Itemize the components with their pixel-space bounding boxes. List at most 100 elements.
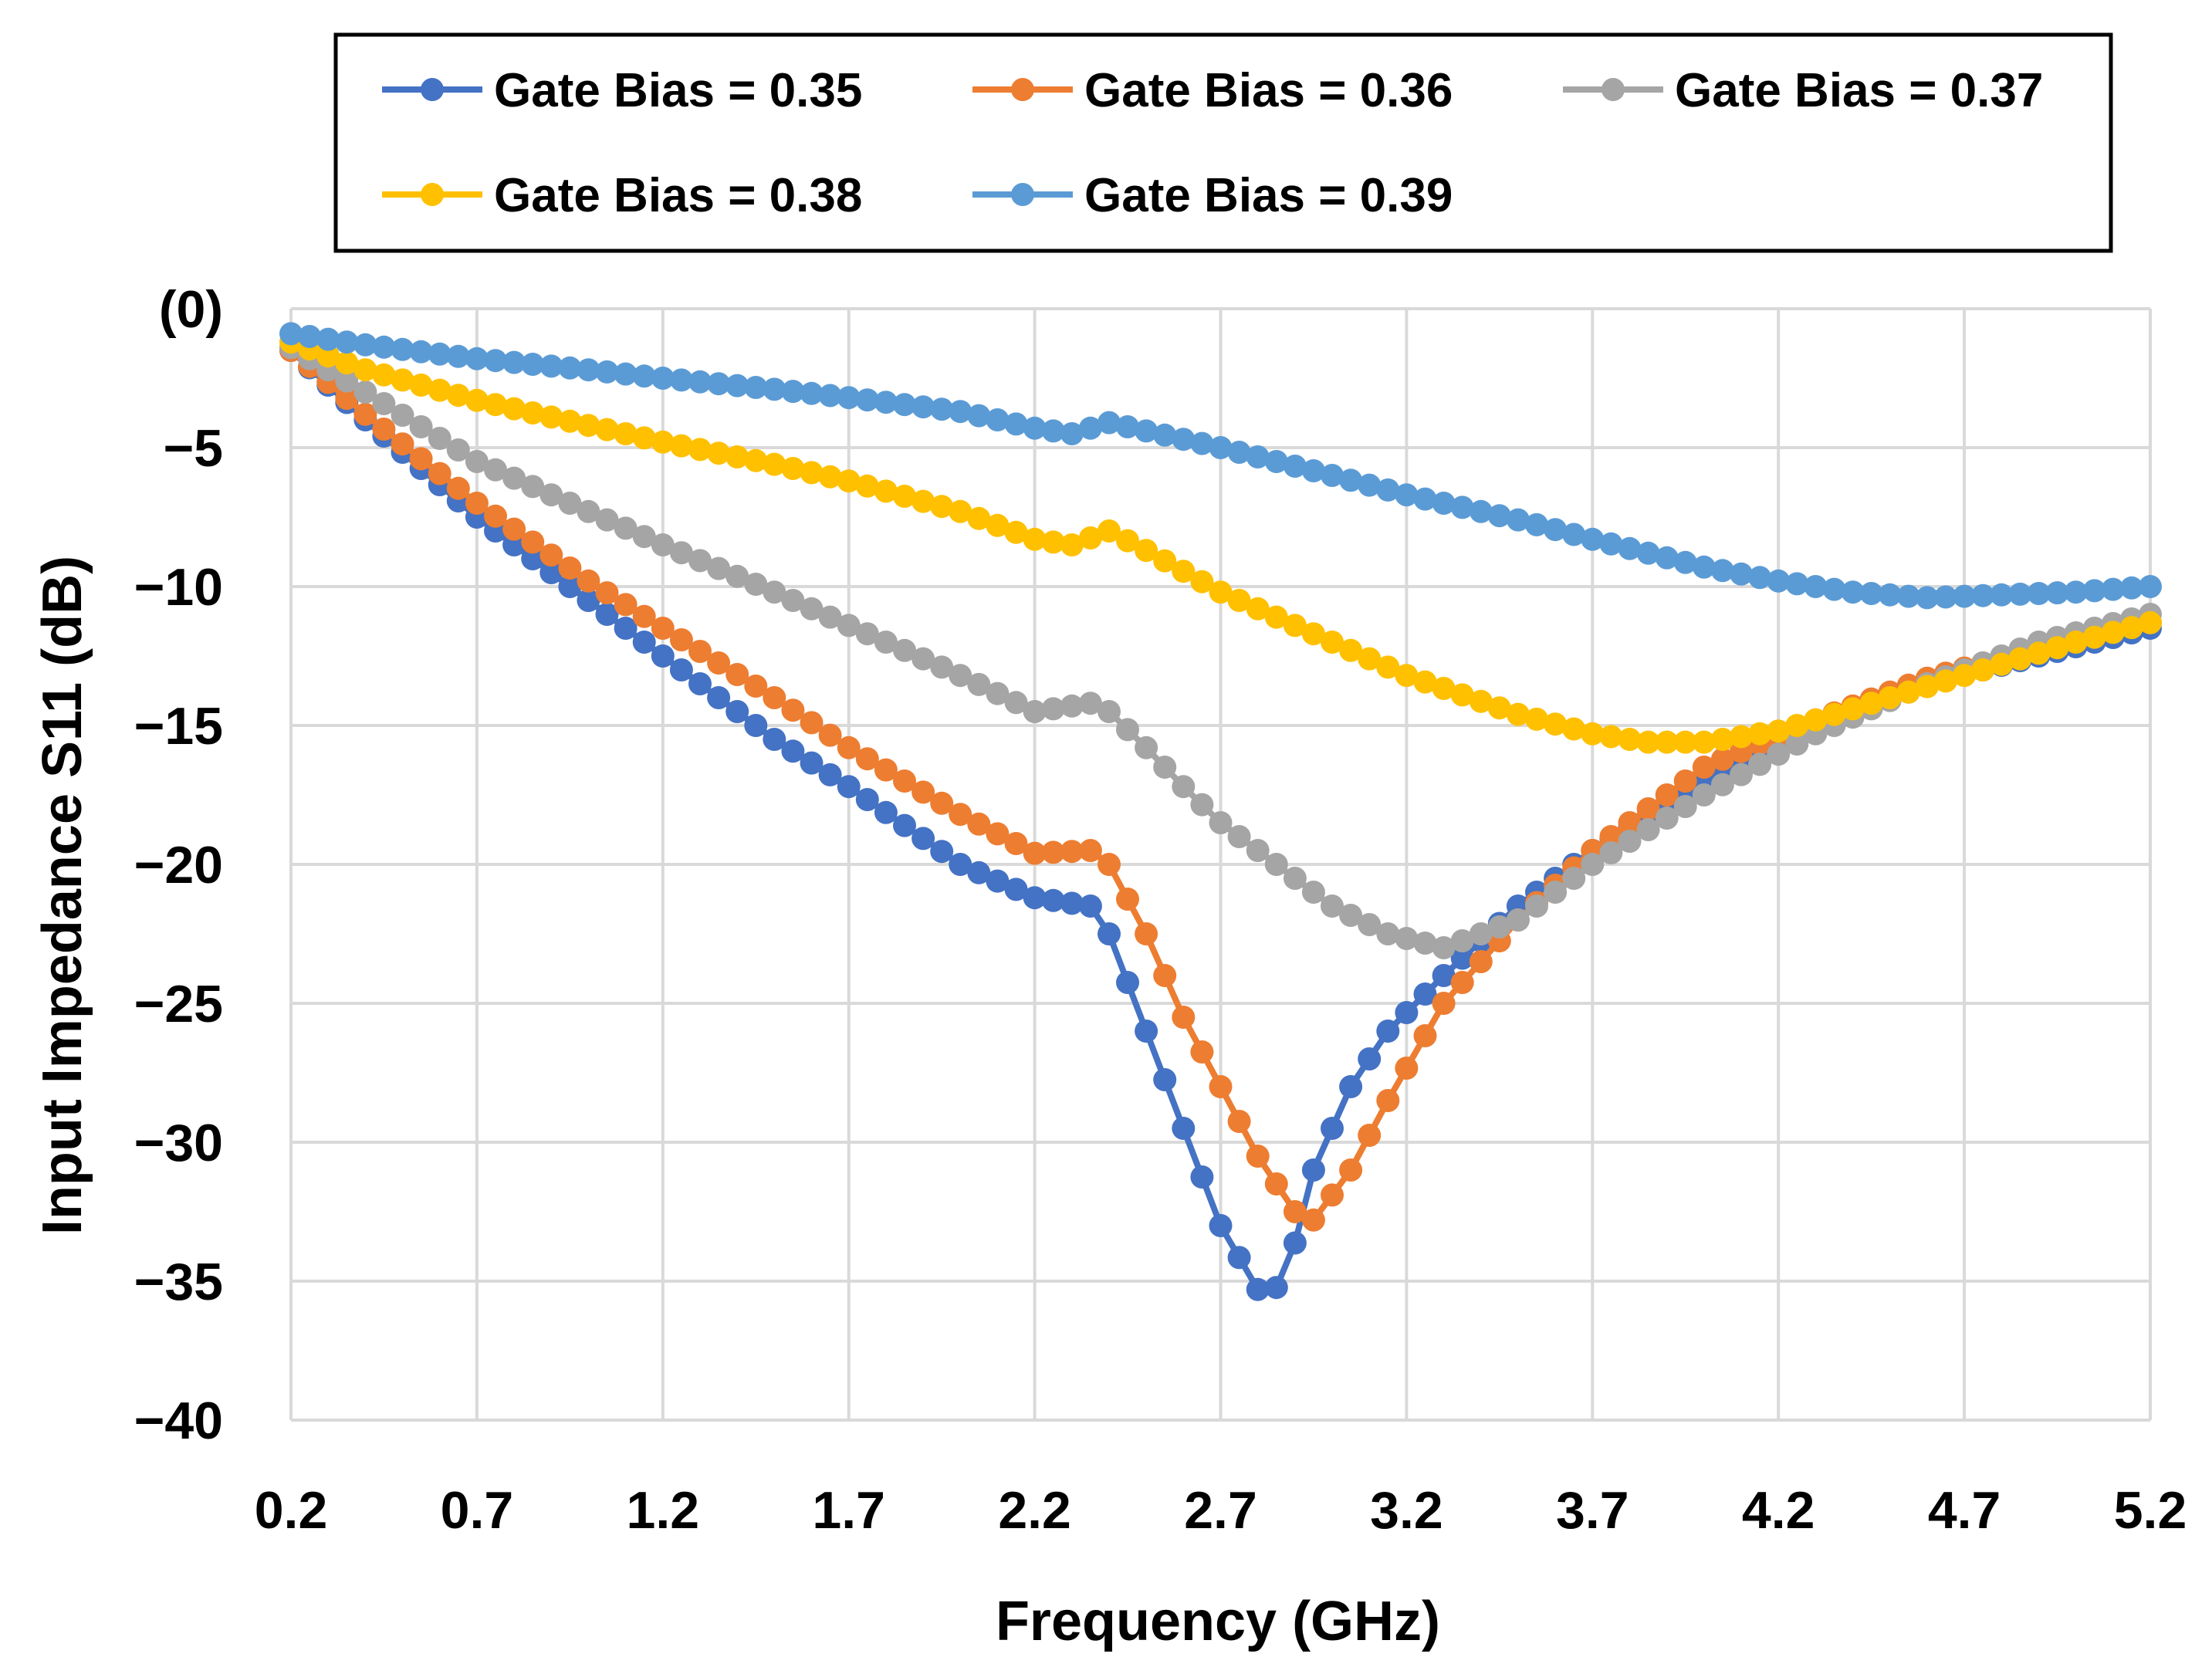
data-point — [781, 380, 805, 404]
data-point — [1710, 728, 1734, 751]
data-point — [744, 448, 768, 472]
data-point — [930, 495, 954, 519]
data-point — [1413, 932, 1437, 955]
legend-item-3[interactable]: Gate Bias = 0.38 — [382, 169, 862, 222]
data-point — [353, 380, 377, 404]
data-point — [1209, 811, 1233, 834]
data-point — [1767, 719, 1791, 743]
data-point — [763, 580, 786, 604]
data-point — [1358, 473, 1382, 497]
data-point — [353, 358, 377, 382]
data-point — [1376, 655, 1400, 679]
data-point — [1710, 559, 1734, 583]
data-point — [1562, 717, 1586, 741]
data-point — [1710, 773, 1734, 796]
data-point — [502, 466, 526, 490]
data-point — [1655, 730, 1679, 754]
data-point — [1339, 904, 1363, 927]
data-point — [1041, 840, 1065, 864]
data-point — [1525, 512, 1548, 536]
data-point — [1785, 732, 1809, 756]
data-point — [930, 655, 954, 679]
data-point — [2064, 580, 2088, 604]
legend-item-2[interactable]: Gate Bias = 0.37 — [1563, 64, 2043, 117]
data-point — [949, 853, 972, 876]
data-point — [986, 513, 1010, 537]
data-point — [1078, 839, 1102, 862]
y-tick-label: −25 — [134, 975, 223, 1033]
data-point — [1264, 1276, 1288, 1300]
data-point — [949, 499, 972, 523]
data-point — [1692, 783, 1716, 807]
data-point — [409, 374, 433, 397]
data-point — [986, 408, 1010, 431]
data-point — [967, 404, 991, 428]
data-point — [1283, 1231, 1307, 1255]
data-point — [1525, 707, 1548, 731]
data-point — [688, 672, 712, 695]
data-point — [1636, 818, 1660, 841]
data-point — [465, 450, 489, 473]
data-point — [1525, 894, 1548, 918]
data-point — [651, 367, 675, 390]
legend-item-0[interactable]: Gate Bias = 0.35 — [382, 64, 862, 117]
data-point — [874, 391, 898, 414]
data-point — [744, 714, 768, 737]
data-point — [335, 369, 359, 393]
data-point — [1004, 412, 1028, 436]
data-point — [353, 402, 377, 426]
legend-item-1[interactable]: Gate Bias = 0.36 — [972, 64, 1453, 117]
legend: Gate Bias = 0.35 Gate Bias = 0.36 Gate B… — [333, 32, 2113, 253]
data-point — [2082, 625, 2106, 649]
data-point — [1321, 894, 1344, 918]
data-point — [1098, 519, 1121, 543]
data-point — [558, 356, 582, 380]
data-point — [409, 340, 433, 364]
data-point — [800, 597, 824, 621]
data-point — [1004, 832, 1028, 855]
data-point — [1432, 936, 1456, 959]
data-point — [1246, 1145, 1270, 1168]
data-point — [837, 386, 861, 410]
data-point — [1413, 670, 1437, 694]
data-point — [1283, 614, 1307, 637]
data-point — [669, 628, 693, 651]
data-point — [855, 747, 879, 771]
data-point — [912, 647, 935, 671]
data-point — [1450, 495, 1474, 519]
data-point — [1116, 415, 1139, 438]
data-point — [484, 349, 507, 373]
data-point — [688, 640, 712, 663]
legend-label: Gate Bias = 0.35 — [494, 64, 862, 117]
data-point — [949, 664, 972, 688]
data-point — [1673, 550, 1697, 574]
data-point — [1135, 922, 1158, 945]
data-point — [781, 589, 805, 612]
data-point — [1227, 1246, 1251, 1270]
data-point — [837, 775, 861, 799]
data-point — [2139, 575, 2162, 598]
data-point — [1116, 971, 1139, 994]
data-point — [1283, 867, 1307, 890]
data-point — [502, 350, 526, 374]
y-tick-label: −10 — [134, 558, 223, 617]
data-point — [688, 549, 712, 573]
data-point — [781, 457, 805, 480]
data-point — [1116, 718, 1139, 742]
data-point — [1581, 527, 1605, 551]
data-point — [893, 485, 916, 508]
x-tick-label: 2.2 — [998, 1481, 1071, 1540]
data-point — [632, 604, 656, 628]
data-point — [1321, 464, 1344, 487]
data-point — [391, 404, 414, 427]
legend-item-4[interactable]: Gate Bias = 0.39 — [972, 169, 1453, 222]
data-point — [669, 541, 693, 565]
data-point — [818, 384, 842, 408]
data-point — [1153, 756, 1177, 779]
data-point — [763, 686, 786, 709]
data-point — [2027, 582, 2051, 605]
data-point — [1450, 929, 1474, 952]
data-point — [372, 335, 396, 359]
data-point — [1804, 708, 1828, 732]
data-point — [335, 387, 359, 411]
